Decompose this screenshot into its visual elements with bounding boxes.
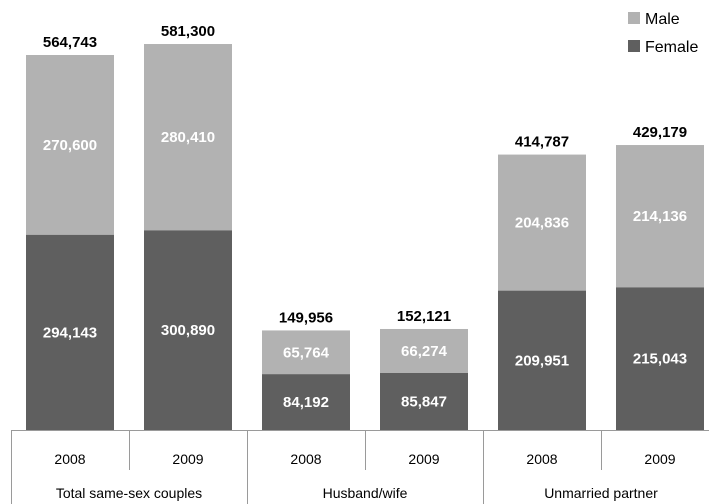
label-male-0: 270,600 bbox=[43, 137, 97, 154]
bar-male-0 bbox=[26, 55, 114, 235]
label-male-1: 280,410 bbox=[161, 129, 215, 146]
bar-male-2 bbox=[262, 330, 350, 375]
bar-female-4 bbox=[498, 290, 586, 430]
legend-swatch-male bbox=[628, 12, 640, 24]
legend: Male Female bbox=[628, 11, 698, 56]
group-label-1: Husband/wife bbox=[323, 485, 408, 501]
label-female-4: 209,951 bbox=[515, 352, 569, 369]
label-total-1: 581,300 bbox=[161, 23, 215, 40]
label-total-2: 149,956 bbox=[279, 309, 333, 326]
x-tick-label-3: 2009 bbox=[408, 451, 439, 467]
label-male-3: 66,274 bbox=[401, 343, 448, 360]
bar-female-0 bbox=[26, 234, 114, 430]
label-total-5: 429,179 bbox=[633, 124, 687, 141]
x-tick-label-2: 2008 bbox=[290, 451, 321, 467]
label-female-3: 85,847 bbox=[401, 393, 447, 410]
legend-label-female: Female bbox=[645, 39, 698, 56]
label-male-2: 65,764 bbox=[283, 344, 330, 361]
label-male-4: 204,836 bbox=[515, 215, 569, 232]
label-female-5: 215,043 bbox=[633, 351, 687, 368]
bar-female-1 bbox=[144, 230, 232, 430]
x-tick-label-4: 2008 bbox=[526, 451, 557, 467]
x-tick-label-1: 2009 bbox=[172, 451, 203, 467]
label-male-5: 214,136 bbox=[633, 208, 687, 225]
label-total-4: 414,787 bbox=[515, 134, 569, 151]
group-label-0: Total same-sex couples bbox=[56, 485, 202, 501]
bar-male-1 bbox=[144, 44, 232, 231]
label-total-3: 152,121 bbox=[397, 308, 451, 325]
label-female-1: 300,890 bbox=[161, 322, 215, 339]
x-tick-label-5: 2009 bbox=[644, 451, 675, 467]
bar-male-5 bbox=[616, 145, 704, 288]
label-total-0: 564,743 bbox=[43, 34, 97, 51]
group-label-2: Unmarried partner bbox=[544, 485, 658, 501]
category-axis: 2008 2009 2008 2009 2008 2009 Total same-sex c… bbox=[11, 430, 709, 504]
legend-swatch-female bbox=[628, 40, 640, 52]
bar-female-3 bbox=[380, 372, 468, 430]
x-tick-label-0: 2008 bbox=[54, 451, 85, 467]
bar-female-2 bbox=[262, 374, 350, 430]
legend-label-male: Male bbox=[645, 11, 680, 28]
label-female-2: 84,192 bbox=[283, 394, 329, 411]
label-female-0: 294,143 bbox=[43, 324, 97, 341]
bar-female-5 bbox=[616, 287, 704, 430]
bar-male-4 bbox=[498, 154, 586, 291]
bar-male-3 bbox=[380, 328, 468, 373]
bars-layer: 294,143 270,600 564,743 300,890 280,410 581,3… bbox=[26, 23, 704, 430]
